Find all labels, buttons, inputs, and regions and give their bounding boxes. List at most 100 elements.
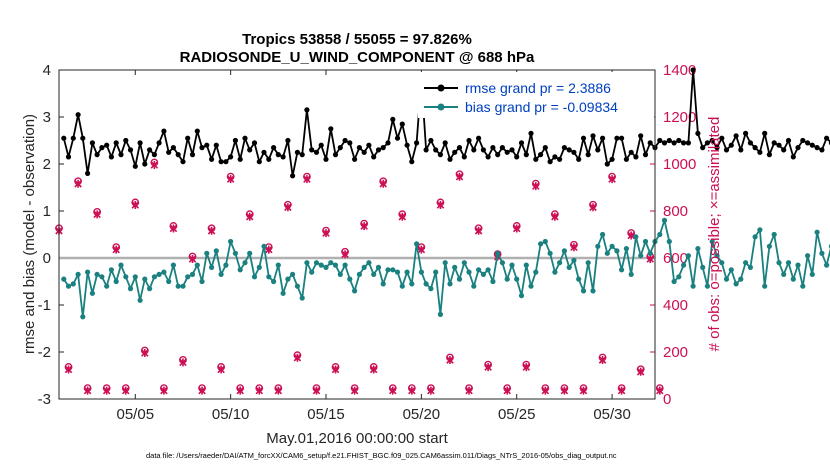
rmse-point: [70, 135, 76, 141]
bias-point: [242, 260, 248, 266]
obs-assimilated-marker: [188, 255, 197, 263]
bias-point: [538, 241, 544, 247]
bias-point: [590, 288, 596, 294]
bias-point: [552, 269, 558, 275]
rmse-point: [218, 159, 224, 165]
bias-point: [337, 271, 343, 277]
bias-point: [437, 311, 443, 317]
obs-assimilated-marker: [579, 386, 588, 395]
bias-point: [776, 260, 782, 266]
bias-point: [595, 243, 601, 249]
rmse-point: [442, 140, 448, 146]
obs-count-markers: [55, 158, 664, 395]
bias-point: [614, 248, 620, 254]
rmse-point: [733, 133, 739, 139]
obs-assimilated-marker: [255, 386, 264, 395]
bias-point: [127, 286, 134, 292]
bias-point: [385, 267, 391, 273]
bias-point: [800, 283, 806, 289]
bias-point: [666, 238, 672, 245]
bias-point: [251, 274, 258, 280]
rmse-point: [681, 140, 687, 146]
rmse-point: [352, 156, 358, 162]
y-left-tick-label: 4: [43, 62, 51, 79]
obs-assimilated-marker: [160, 386, 168, 395]
rmse-point: [347, 140, 353, 146]
bias-point: [261, 243, 267, 249]
rmse-point: [700, 145, 706, 151]
rmse-point: [175, 152, 181, 158]
bias-point: [61, 276, 67, 282]
bias-point: [89, 290, 95, 296]
obs-assimilated-marker: [465, 386, 473, 395]
bias-point: [781, 271, 787, 277]
rmse-point: [118, 152, 124, 158]
obs-assimilated-marker: [331, 365, 340, 374]
bias-point: [85, 269, 91, 275]
y-right-tick-label: 400: [663, 297, 688, 314]
y-left-tick-label: -2: [38, 344, 51, 361]
rmse-point: [99, 145, 105, 151]
rmse-point: [161, 128, 167, 134]
obs-assimilated-marker: [455, 172, 464, 181]
obs-assimilated-marker: [636, 367, 645, 376]
bias-point: [790, 276, 796, 282]
rmse-point: [194, 128, 200, 134]
bias-point: [170, 262, 176, 268]
bias-point: [528, 283, 534, 289]
bias-point: [414, 241, 420, 247]
bias-point: [671, 278, 677, 285]
bias-point: [647, 250, 653, 256]
bias-point: [447, 281, 453, 287]
bias-point: [394, 269, 401, 275]
rmse-point: [256, 159, 262, 165]
obs-assimilated-marker: [93, 210, 101, 219]
obs-assimilated-marker: [608, 175, 616, 184]
rmse-point: [762, 130, 768, 136]
bias-point: [490, 278, 496, 285]
obs-assimilated-marker: [150, 161, 159, 169]
x-tick-label: 05/15: [307, 406, 345, 423]
y-right-tick-label: 800: [663, 203, 688, 220]
obs-assimilated-marker: [207, 226, 216, 235]
rmse-point: [61, 135, 67, 141]
bias-point: [747, 264, 754, 270]
bias-point: [685, 253, 692, 259]
bias-point: [819, 250, 825, 256]
bias-point: [681, 262, 687, 268]
bias-point: [723, 276, 730, 282]
rmse-point: [600, 135, 606, 141]
rmse-point: [89, 140, 95, 146]
bias-point: [518, 293, 525, 299]
bias-point: [199, 278, 205, 285]
bias-point: [676, 274, 682, 280]
bias-point: [223, 262, 229, 268]
rmse-point: [452, 149, 458, 155]
rmse-point: [480, 147, 486, 153]
legend-box: [418, 72, 654, 118]
obs-assimilated-marker: [360, 222, 368, 231]
rmse-point: [485, 154, 491, 160]
bias-point: [771, 231, 777, 238]
bias-point: [523, 262, 529, 268]
bias-point: [361, 264, 367, 270]
bias-point: [795, 262, 801, 268]
bias-point: [104, 283, 110, 289]
bias-point: [623, 246, 630, 252]
obs-assimilated-marker: [417, 245, 426, 254]
rmse-point: [781, 147, 787, 153]
obs-assimilated-marker: [236, 386, 244, 395]
bias-point: [714, 253, 720, 259]
bias-point: [785, 260, 792, 266]
obs-assimilated-marker: [551, 212, 559, 221]
rmse-point: [428, 137, 434, 144]
rmse-point: [361, 149, 367, 155]
bias-point: [609, 243, 615, 249]
obs-assimilated-marker: [64, 365, 73, 374]
rmse-point: [294, 149, 300, 155]
obs-assimilated-marker: [532, 182, 540, 191]
legend-rmse-label: rmse grand pr = 2.3886: [465, 80, 611, 96]
bias-point: [509, 262, 515, 268]
y-left-tick-label: -3: [38, 391, 51, 408]
bias-point: [456, 276, 463, 282]
